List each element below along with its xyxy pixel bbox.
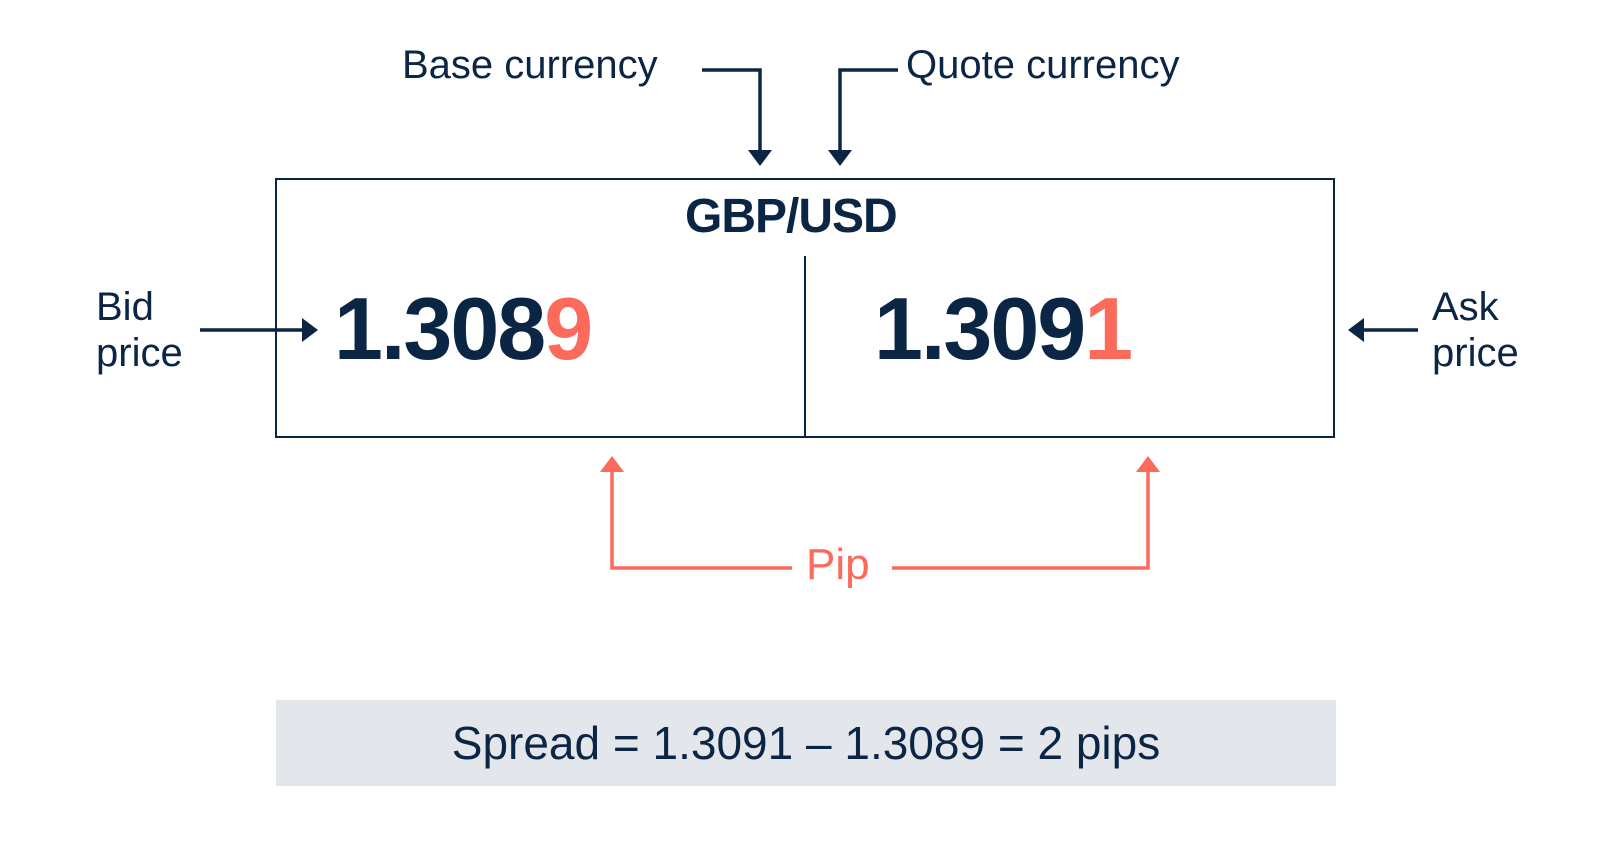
pip-label: Pip [806, 540, 870, 590]
bid-pip-digit: 9 [544, 279, 591, 378]
quote-currency-label: Quote currency [906, 42, 1179, 88]
quote-box-divider [804, 256, 806, 436]
ask-pip-digit: 1 [1084, 279, 1131, 378]
currency-pair: GBP/USD [685, 189, 897, 244]
pip-right-arrow [892, 460, 1148, 568]
bid-price-prefix: 1.308 [334, 279, 544, 378]
pip-left-arrow [612, 460, 792, 568]
spread-formula-text: Spread = 1.3091 – 1.3089 = 2 pips [452, 716, 1160, 770]
ask-price-label: Ask price [1432, 284, 1519, 376]
ask-price-prefix: 1.309 [874, 279, 1084, 378]
ask-price-value: 1.3091 [874, 278, 1131, 380]
bid-price-label: Bid price [96, 284, 183, 376]
quote-currency-arrow [840, 70, 898, 162]
base-currency-label: Base currency [402, 42, 658, 88]
spread-formula: Spread = 1.3091 – 1.3089 = 2 pips [276, 700, 1336, 786]
base-currency-arrow [702, 70, 760, 162]
forex-pip-diagram: Base currency Quote currency Bid price A… [0, 0, 1600, 848]
bid-price-value: 1.3089 [334, 278, 591, 380]
